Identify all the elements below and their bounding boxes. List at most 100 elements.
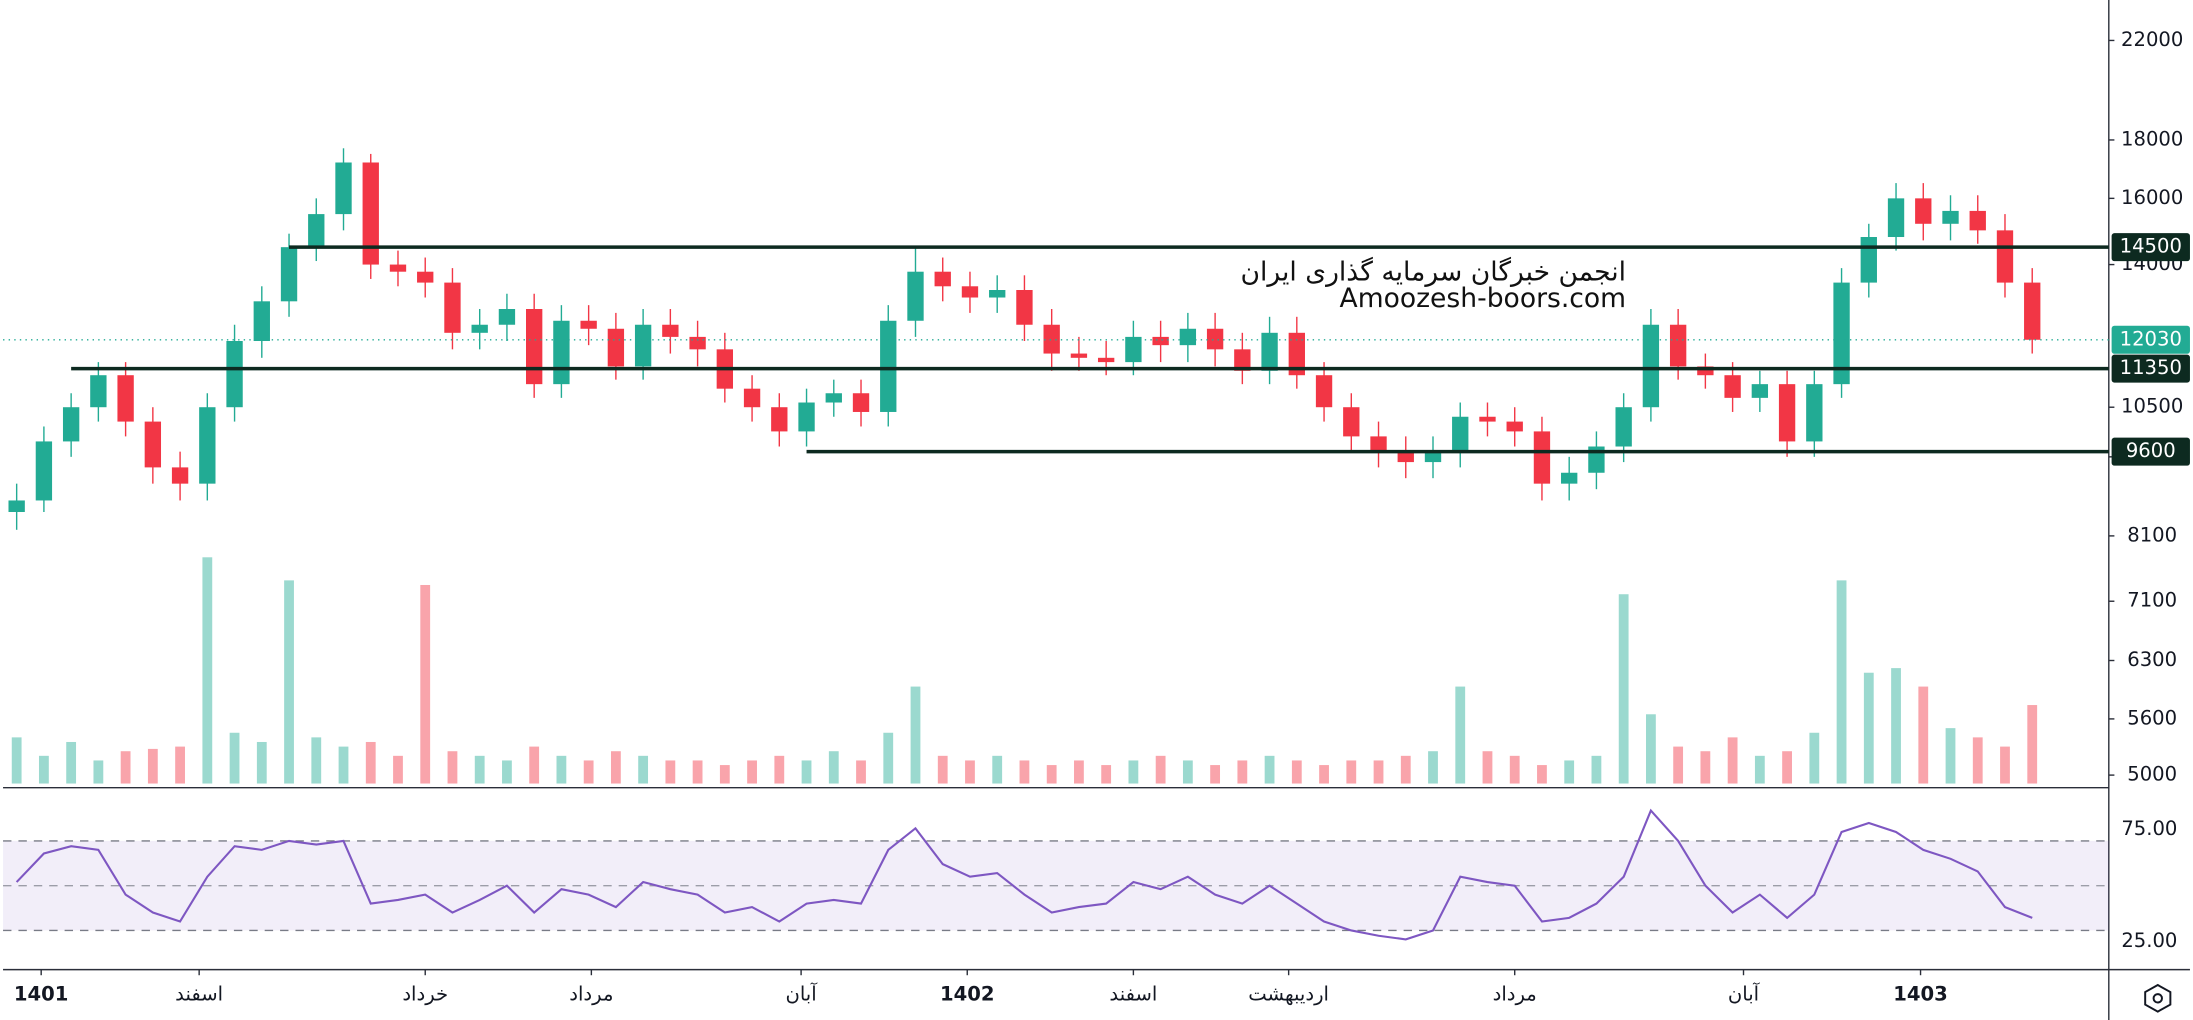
candle-body [1915, 198, 1932, 224]
volume-bar [692, 760, 703, 784]
volume-bar [1618, 594, 1629, 784]
candle-body [1669, 324, 1687, 367]
volume-bar [1264, 755, 1275, 784]
candle-body [1179, 328, 1197, 346]
candle-body [117, 375, 134, 422]
y-tick-label: 6300 [2127, 648, 2177, 671]
volume-bar [1291, 760, 1302, 784]
x-tick-label: اردیبهشت [1248, 982, 1329, 1005]
volume-bar [1836, 580, 1847, 784]
volume-bar [583, 760, 594, 784]
volume-bar [1754, 755, 1765, 784]
volume-bar [828, 751, 839, 784]
candle-body [8, 500, 25, 512]
volume-bar [1945, 728, 1956, 784]
volume-bar [502, 760, 512, 784]
candle-body [798, 402, 815, 432]
volume-bar [93, 760, 104, 784]
volume-bar [66, 741, 77, 784]
volume-bar [202, 557, 213, 784]
volume-bar [801, 760, 812, 784]
volume-bar [1509, 755, 1520, 784]
candle-body [253, 301, 270, 342]
candle-body [934, 271, 951, 287]
volume-bar [1482, 751, 1493, 784]
volume-bar [556, 755, 567, 784]
volume-bar [610, 751, 621, 784]
candle-body [1697, 366, 1714, 376]
y-tick-label: 5600 [2127, 706, 2177, 729]
volume-bar [1645, 714, 1656, 784]
volume-bar [774, 755, 785, 784]
candle-body [444, 282, 461, 333]
volume-bar [447, 751, 458, 784]
candle-body [471, 324, 488, 333]
candle-body [1642, 324, 1660, 408]
volume-bar [365, 741, 376, 784]
candle-body [1097, 357, 1115, 363]
y-tick-label: 22000 [2121, 28, 2183, 51]
volume-bar [1782, 751, 1792, 784]
candle-body [144, 421, 162, 468]
candle-body [1860, 237, 1877, 283]
candle-body [1370, 436, 1387, 452]
candle-body [580, 320, 597, 329]
candle-body [308, 214, 325, 248]
volume-bar [937, 755, 948, 784]
last-price-box [2111, 325, 2190, 354]
volume-bar [120, 751, 131, 784]
volume-bar [256, 741, 267, 784]
volume-bar [1155, 755, 1166, 784]
volume-bar [2027, 705, 2038, 784]
volume-bar [1891, 668, 1901, 784]
candle-body [1724, 375, 1741, 398]
rsi-tick-label: 25.00 [2121, 929, 2177, 952]
candle-body [1615, 407, 1632, 447]
volume-bar [1972, 737, 1983, 784]
volume-bar [1564, 760, 1575, 784]
candle-body [1751, 384, 1769, 398]
candle-body [1125, 336, 1142, 363]
candle-body [1969, 210, 1986, 231]
volume-bar [38, 755, 49, 784]
settings-icon[interactable] [2144, 983, 2172, 1013]
volume-bar [992, 755, 1003, 784]
candle-body [1343, 407, 1360, 437]
x-tick-label: خرداد [402, 982, 448, 1005]
candle-body [1397, 451, 1414, 463]
candle-body [1996, 230, 2014, 283]
x-tick-label: مرداد [1493, 982, 1537, 1005]
candle-body [553, 320, 570, 385]
volume-bar [1182, 760, 1193, 784]
volume-bar [1074, 760, 1084, 784]
settings-hexagon[interactable] [2144, 983, 2172, 1013]
volume-bar [11, 737, 22, 784]
volume-bar [175, 746, 185, 784]
candle-body [634, 324, 652, 367]
candle-body [689, 336, 706, 350]
candle-body [498, 309, 516, 325]
candle-body [1506, 421, 1523, 432]
volume-bar [1400, 755, 1411, 784]
candle-body [1152, 336, 1169, 346]
candle-body [362, 162, 379, 265]
volume-bar [1673, 746, 1684, 784]
level-label: 11350 [2120, 356, 2182, 379]
settings-dot[interactable] [2152, 993, 2163, 1004]
candle-body [1315, 375, 1333, 408]
candle-body [743, 388, 761, 408]
candle-body [907, 271, 924, 321]
volume-bar [284, 580, 294, 784]
x-tick-label: 1402 [940, 982, 995, 1005]
y-tick-label: 7100 [2127, 589, 2177, 612]
candle-body [90, 375, 107, 408]
volume-bar [1537, 765, 1547, 784]
volume-bar [856, 760, 866, 784]
volume-bar [747, 760, 757, 784]
volume-bar [393, 755, 403, 784]
candle-body [1452, 416, 1469, 452]
level-box [2111, 354, 2190, 383]
candle-body [1234, 349, 1251, 371]
volume-bar [1019, 760, 1030, 784]
